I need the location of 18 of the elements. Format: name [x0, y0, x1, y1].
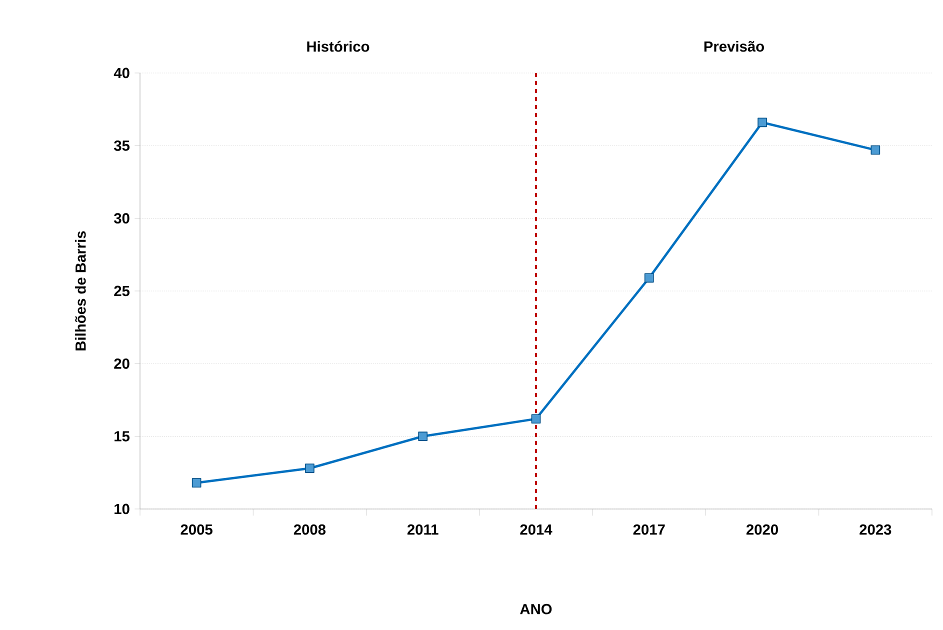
y-tick-label: 10: [114, 504, 130, 514]
text: Previsão: [704, 40, 764, 52]
x-tick-label: 2023: [860, 524, 892, 535]
y-tick-label: 25: [114, 286, 130, 296]
y-axis-title: Bilhões de Barris: [75, 231, 86, 350]
y-tick-label: 35: [114, 140, 130, 151]
x-tick-label: 2017: [633, 524, 665, 535]
y-tick-label: 30: [114, 213, 130, 224]
text: Histórico: [307, 40, 370, 52]
y-tick-label: 15: [114, 431, 130, 442]
x-tick-label: 2011: [407, 524, 438, 535]
x-tick-label: 2014: [520, 524, 552, 535]
y-tick-label: 20: [114, 358, 130, 369]
y-tick-label: 40: [114, 68, 130, 78]
x-tick-label: 2005: [180, 524, 212, 535]
x-tick-label: 2008: [294, 524, 326, 535]
x-axis-title: ANO: [520, 604, 552, 614]
x-tick-label: 2020: [746, 524, 778, 535]
